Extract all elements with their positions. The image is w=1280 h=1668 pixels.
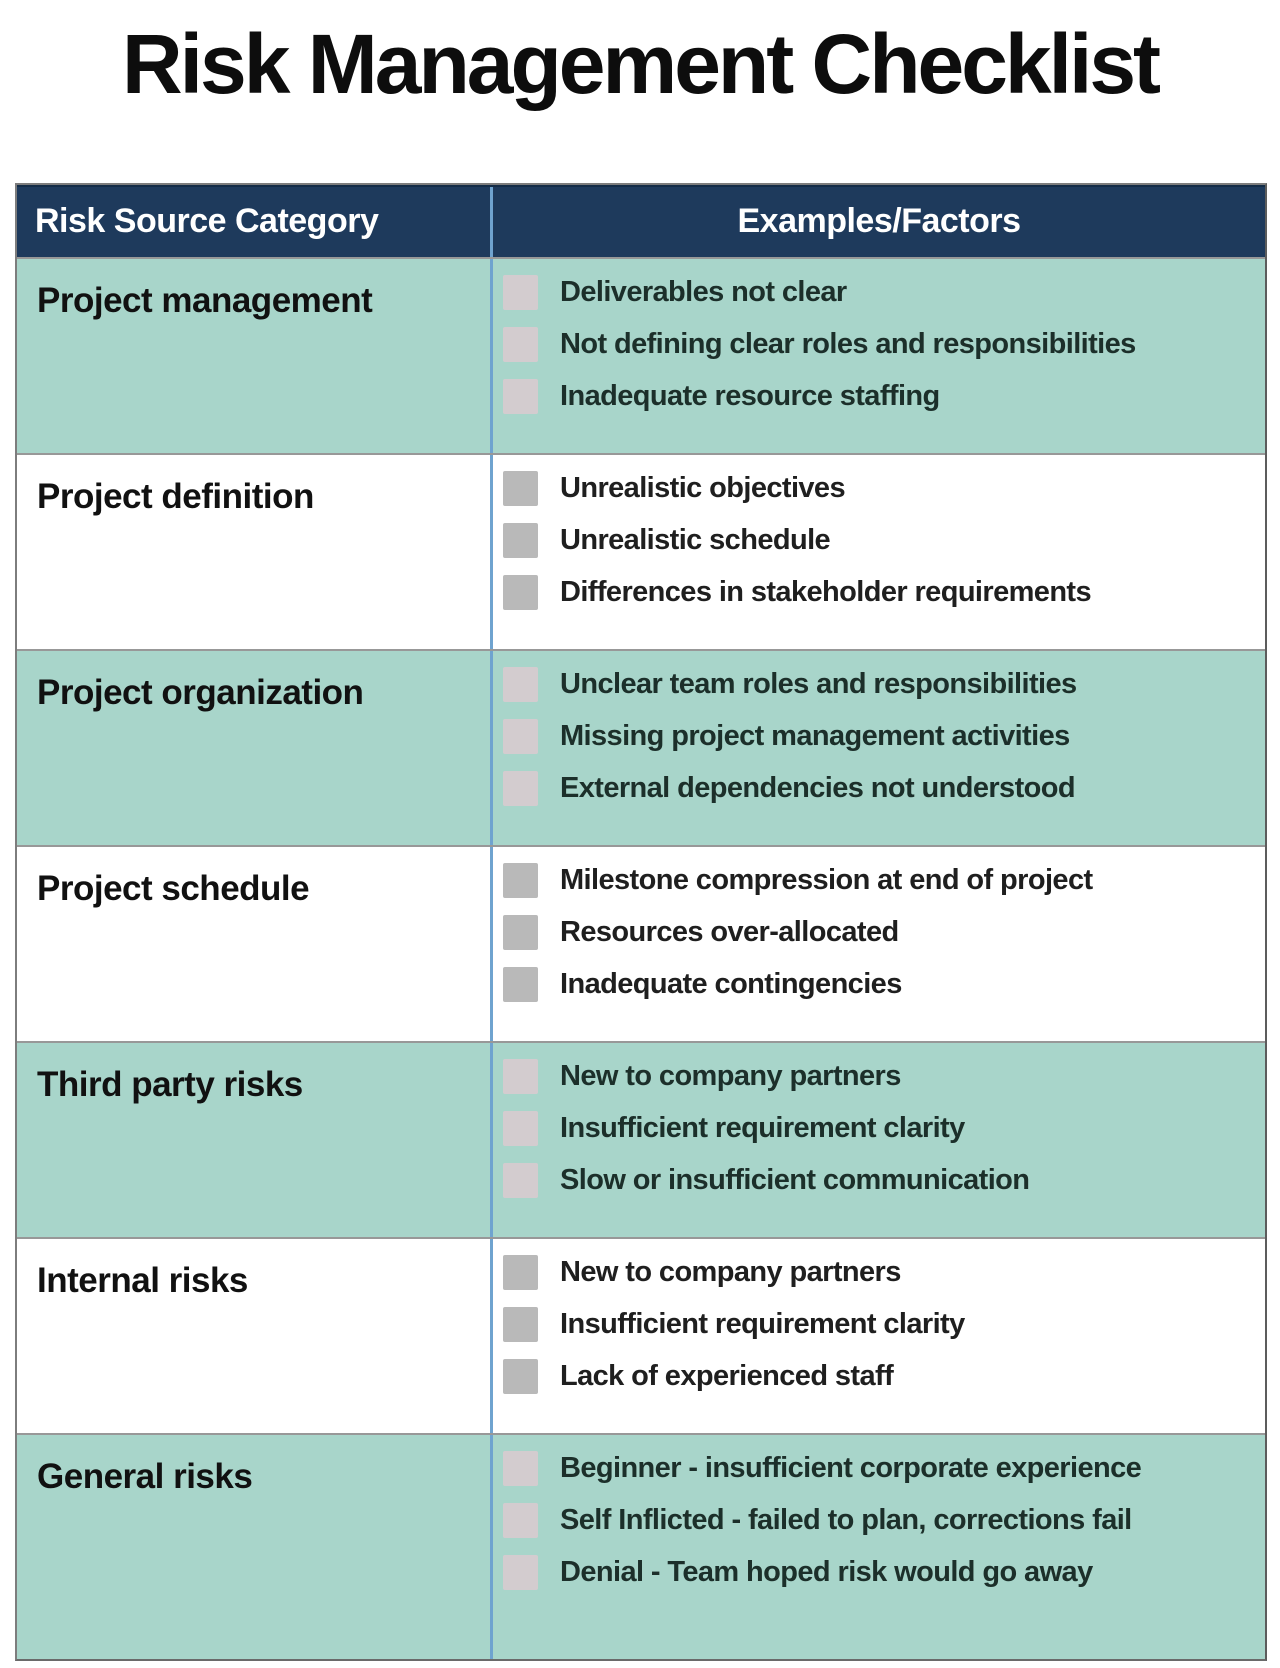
checklist-item-label: Unclear team roles and responsibilities xyxy=(560,667,1077,700)
checklist-item-label: Not defining clear roles and responsibil… xyxy=(560,327,1136,360)
checklist-item: Not defining clear roles and responsibil… xyxy=(503,326,1259,362)
items-cell: New to company partners Insufficient req… xyxy=(493,1043,1265,1237)
checklist-item-label: New to company partners xyxy=(560,1255,901,1288)
checklist-item-label: Insufficient requirement clarity xyxy=(560,1307,965,1340)
checklist-item-label: Milestone compression at end of project xyxy=(560,863,1093,896)
checkbox-icon[interactable] xyxy=(503,718,538,754)
checklist-item-label: Deliverables not clear xyxy=(560,275,847,308)
checklist-item: Slow or insufficient communication xyxy=(503,1162,1259,1198)
category-label: Project schedule xyxy=(17,846,493,1041)
checklist-item-label: Resources over-allocated xyxy=(560,915,899,948)
category-label: Project management xyxy=(17,258,493,453)
checklist-item: Self Inflicted - failed to plan, correct… xyxy=(503,1502,1259,1538)
items-cell: Deliverables not clear Not defining clea… xyxy=(493,259,1265,453)
checkbox-icon[interactable] xyxy=(503,1110,538,1146)
checkbox-icon[interactable] xyxy=(503,770,538,806)
checklist-item: Inadequate resource staffing xyxy=(503,378,1259,414)
checklist-item: Lack of experienced staff xyxy=(503,1358,1259,1394)
category-label: Internal risks xyxy=(17,1238,493,1433)
checkbox-icon[interactable] xyxy=(503,1358,538,1394)
table-row: Project definition Unrealistic objective… xyxy=(17,452,1265,649)
table-row: General risks Beginner - insufficient co… xyxy=(17,1432,1265,1659)
checkbox-icon[interactable] xyxy=(503,1058,538,1094)
page-title: Risk Management Checklist xyxy=(121,17,1161,111)
checkbox-icon[interactable] xyxy=(503,1450,538,1486)
table-row: Project management Deliverables not clea… xyxy=(17,256,1265,453)
items-cell: Beginner - insufficient corporate experi… xyxy=(493,1435,1265,1659)
checklist-item-label: Insufficient requirement clarity xyxy=(560,1111,965,1144)
checkbox-icon[interactable] xyxy=(503,914,538,950)
table-header-row: Risk Source Category Examples/Factors xyxy=(17,184,1265,257)
category-label: General risks xyxy=(17,1434,493,1659)
checkbox-icon[interactable] xyxy=(503,522,538,558)
column-header-risk-source-category: Risk Source Category xyxy=(17,186,493,257)
checklist-item-label: Beginner - insufficient corporate experi… xyxy=(560,1451,1142,1484)
checklist-item: External dependencies not understood xyxy=(503,770,1259,806)
checklist-item-label: Lack of experienced staff xyxy=(560,1359,894,1392)
checklist-item: Milestone compression at end of project xyxy=(503,862,1259,898)
checkbox-icon[interactable] xyxy=(503,326,538,362)
checklist-item-label: Slow or insufficient communication xyxy=(560,1163,1030,1196)
checklist-item: Differences in stakeholder requirements xyxy=(503,574,1259,610)
table-body: Project management Deliverables not clea… xyxy=(17,256,1265,1659)
category-label: Project organization xyxy=(17,650,493,845)
risk-table: Risk Source Category Examples/Factors Pr… xyxy=(15,182,1267,1661)
checklist-item-label: Inadequate contingencies xyxy=(560,967,902,1000)
checklist-item-label: Differences in stakeholder requirements xyxy=(560,575,1092,608)
checklist-item: New to company partners xyxy=(503,1254,1259,1290)
checklist-item: Denial - Team hoped risk would go away xyxy=(503,1554,1259,1590)
checklist-item: Unrealistic schedule xyxy=(503,522,1259,558)
checklist-item-label: New to company partners xyxy=(560,1059,901,1092)
checklist-item: Resources over-allocated xyxy=(503,914,1259,950)
checkbox-icon[interactable] xyxy=(503,378,538,414)
checkbox-icon[interactable] xyxy=(503,470,538,506)
checklist-item: Insufficient requirement clarity xyxy=(503,1110,1259,1146)
checklist-item: Insufficient requirement clarity xyxy=(503,1306,1259,1342)
checklist-item-label: Denial - Team hoped risk would go away xyxy=(560,1555,1093,1588)
table-row: Project organization Unclear team roles … xyxy=(17,648,1265,845)
checkbox-icon[interactable] xyxy=(503,1554,538,1590)
checklist-item: Unclear team roles and responsibilities xyxy=(503,666,1259,702)
checkbox-icon[interactable] xyxy=(503,1502,538,1538)
items-cell: Milestone compression at end of project … xyxy=(493,847,1265,1041)
category-label: Third party risks xyxy=(17,1042,493,1237)
checklist-item-label: External dependencies not understood xyxy=(560,771,1076,804)
checkbox-icon[interactable] xyxy=(503,666,538,702)
column-header-examples-factors: Examples/Factors xyxy=(737,202,1021,241)
checklist-item-label: Unrealistic objectives xyxy=(560,471,846,504)
checkbox-icon[interactable] xyxy=(503,966,538,1002)
checkbox-icon[interactable] xyxy=(503,1162,538,1198)
table-row: Project schedule Milestone compression a… xyxy=(17,844,1265,1041)
table-row: Third party risks New to company partner… xyxy=(17,1040,1265,1237)
checkbox-icon[interactable] xyxy=(503,574,538,610)
items-cell: Unrealistic objectives Unrealistic sched… xyxy=(493,455,1265,649)
checkbox-icon[interactable] xyxy=(503,862,538,898)
checklist-item: Deliverables not clear xyxy=(503,274,1259,310)
checklist-item-label: Inadequate resource staffing xyxy=(560,379,940,412)
checklist-item: Inadequate contingencies xyxy=(503,966,1259,1002)
checklist-item: New to company partners xyxy=(503,1058,1259,1094)
table-row: Internal risks New to company partners I… xyxy=(17,1236,1265,1433)
checklist-item: Beginner - insufficient corporate experi… xyxy=(503,1450,1259,1486)
items-cell: New to company partners Insufficient req… xyxy=(493,1239,1265,1433)
checklist-item-label: Self Inflicted - failed to plan, correct… xyxy=(560,1503,1132,1536)
checkbox-icon[interactable] xyxy=(503,274,538,310)
checklist-item: Missing project management activities xyxy=(503,718,1259,754)
category-label: Project definition xyxy=(17,454,493,649)
checklist-item: Unrealistic objectives xyxy=(503,470,1259,506)
checkbox-icon[interactable] xyxy=(503,1306,538,1342)
checkbox-icon[interactable] xyxy=(503,1254,538,1290)
checklist-item-label: Unrealistic schedule xyxy=(560,523,831,556)
items-cell: Unclear team roles and responsibilities … xyxy=(493,651,1265,845)
checklist-item-label: Missing project management activities xyxy=(560,719,1070,752)
